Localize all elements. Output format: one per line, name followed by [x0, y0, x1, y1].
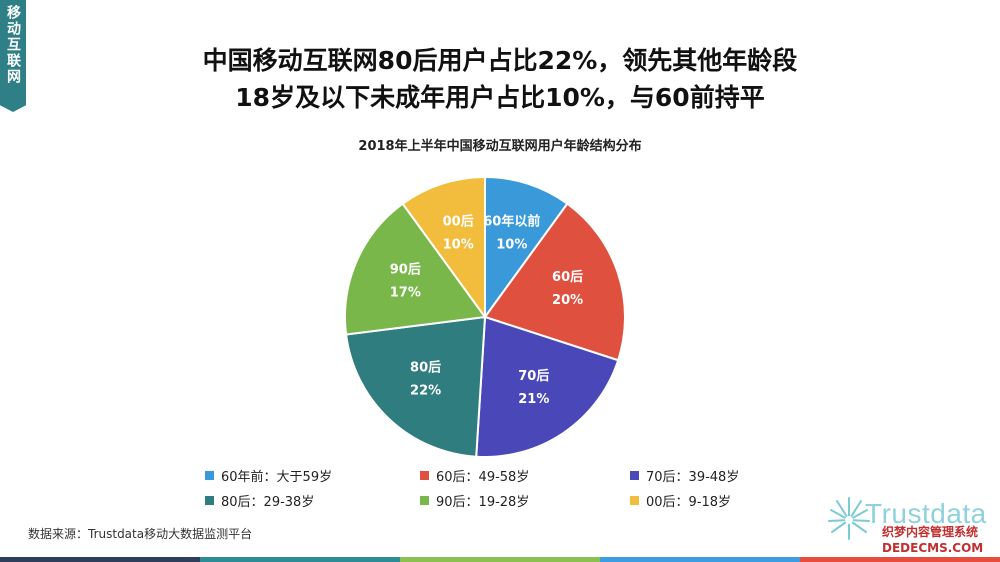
slice-value-label: 22% — [410, 383, 441, 398]
legend-swatch — [630, 496, 639, 505]
footer-color-segment — [0, 557, 200, 562]
slice-value-label: 21% — [518, 392, 549, 407]
legend-item: 90后：19-28岁 — [420, 491, 630, 510]
category-tab-label: 移动互联网 — [5, 5, 21, 85]
footer-color-segment — [800, 557, 1000, 562]
slice-value-label: 17% — [390, 286, 421, 301]
chart-legend: 60年前：大于59岁 60后：49-58岁 70后：39-48岁 80后：29-38岁… — [205, 466, 765, 510]
headline-line-1: 中国移动互联网80后用户占比22%，领先其他年龄段 — [202, 46, 798, 75]
pie-slice — [483, 202, 626, 362]
footer-color-bar — [0, 557, 1000, 562]
headline-line-2: 18岁及以下未成年用户占比10%，与60前持平 — [235, 83, 765, 112]
legend-item: 60后：49-58岁 — [420, 466, 630, 485]
slice-label: 90后 — [390, 262, 421, 278]
logo-text: Trustdata — [865, 498, 987, 529]
legend-swatch — [420, 471, 429, 480]
watermark: 织梦内容管理系统 DEDECMS.COM — [882, 524, 994, 556]
legend-swatch — [630, 471, 639, 480]
watermark-line-1: 织梦内容管理系统 — [882, 525, 979, 539]
category-tab: 移动互联网 — [0, 0, 26, 112]
footer-color-segment — [400, 557, 600, 562]
slice-label: 70后 — [518, 368, 549, 384]
chart-title: 2018年上半年中国移动互联网用户年龄结构分布 — [358, 139, 642, 154]
slice-value-label: 10% — [496, 237, 527, 252]
legend-swatch — [205, 496, 214, 505]
legend-label: 90后：19-28岁 — [436, 495, 530, 510]
legend-item: 60年前：大于59岁 — [205, 466, 420, 485]
slice-label: 80后 — [410, 359, 441, 375]
legend-item: 80后：29-38岁 — [205, 491, 420, 510]
trustdata-logo: Trustdata — [827, 492, 987, 542]
legend-item: 00后：9-18岁 — [630, 491, 765, 510]
legend-label: 60后：49-58岁 — [436, 470, 530, 485]
legend-swatch — [420, 496, 429, 505]
pie-slice — [484, 177, 569, 321]
data-source: 数据来源：Trustdata移动大数据监测平台 — [28, 527, 253, 541]
pie-slice — [475, 315, 620, 457]
pie-slice — [344, 315, 487, 457]
pie-slice — [401, 177, 486, 321]
pie-slice — [344, 202, 487, 336]
legend-label: 80后：29-38岁 — [221, 495, 315, 510]
legend-label: 00后：9-18岁 — [646, 495, 732, 510]
slice-value-label: 20% — [552, 293, 583, 308]
legend-label: 70后：39-48岁 — [646, 470, 740, 485]
slice-label: 60后 — [552, 269, 583, 285]
sunburst-icon — [828, 497, 870, 540]
headline: 中国移动互联网80后用户占比22%，领先其他年龄段 18岁及以下未成年用户占比1… — [0, 42, 1000, 116]
pie-chart: 60年以前 10% 60后 20% 70后 21% 80后 22% 90后 17% 00后 10% — [344, 177, 626, 457]
slice-value-label: 10% — [443, 237, 474, 252]
watermark-line-2: DEDECMS.COM — [882, 541, 984, 555]
legend-item: 70后：39-48岁 — [630, 466, 765, 485]
slice-label: 00后 — [443, 213, 474, 229]
legend-swatch — [205, 471, 214, 480]
legend-label: 60年前：大于59岁 — [221, 470, 333, 485]
slice-label: 60年以前 — [483, 213, 540, 229]
footer-color-segment — [200, 557, 400, 562]
footer-color-segment — [600, 557, 800, 562]
